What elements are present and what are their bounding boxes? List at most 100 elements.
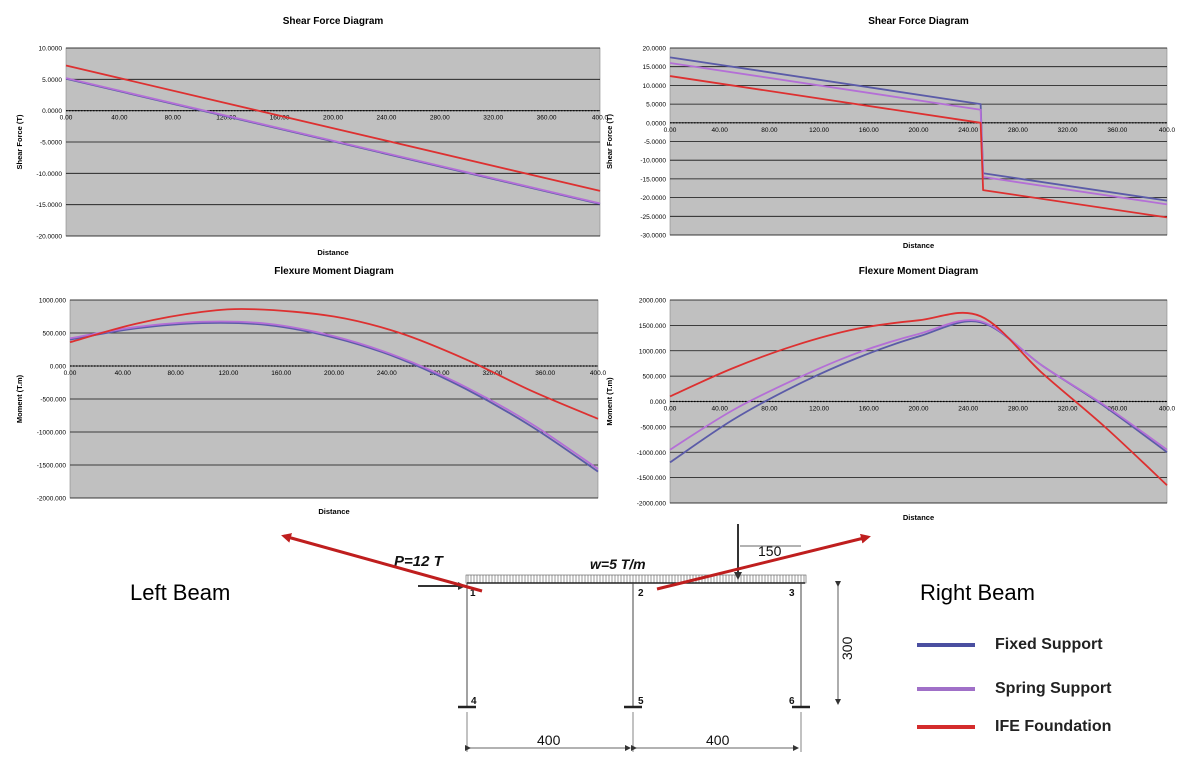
x-tick-label: 320.00	[482, 370, 502, 377]
x-tick-label: 320.00	[483, 115, 503, 122]
y-tick-label: -2000.000	[37, 496, 67, 503]
dim-left-span-label: 400	[537, 732, 561, 748]
y-tick-label: -30.0000	[640, 233, 666, 240]
x-tick-label: 80.00	[761, 127, 778, 134]
chart-svg: Flexure Moment Diagram 1000.000 500.000 0.0…	[15, 266, 607, 516]
x-tick-label: 280.00	[1008, 127, 1028, 134]
y-tick-label: -10.0000	[36, 171, 62, 178]
y-tick-label: -1500.000	[637, 475, 667, 482]
y-tick-label: 1000.000	[39, 298, 66, 305]
x-tick-label: 200.00	[323, 115, 343, 122]
x-tick-label: 40.00	[712, 406, 729, 413]
x-tick-label: 400.0	[590, 370, 607, 377]
y-tick-label: 0.000	[50, 364, 67, 371]
series-line-ife	[669, 311, 1168, 486]
node-4: 4	[471, 696, 477, 707]
x-tick-label: 200.00	[909, 406, 929, 413]
legend-swatch-spring	[917, 687, 975, 691]
x-tick-label: 200.00	[909, 127, 929, 134]
x-tick-label: 40.00	[712, 127, 729, 134]
x-tick-label: 0.00	[60, 115, 73, 122]
x-tick-label: 280.00	[430, 115, 450, 122]
x-tick-label: 120.00	[809, 127, 829, 134]
legend-label-fixed: Fixed Support	[995, 636, 1103, 653]
chart-title: Shear Force Diagram	[283, 16, 384, 27]
node-1: 1	[470, 588, 476, 599]
right-beam-label: Right Beam	[920, 580, 1035, 605]
x-tick-label: 240.00	[377, 370, 397, 377]
y-tick-label: 2000.000	[639, 298, 666, 305]
legend-label-spring: Spring Support	[995, 680, 1112, 697]
legend-item-fixed: Fixed Support	[917, 634, 1103, 656]
x-axis-label: Distance	[903, 241, 934, 250]
x-tick-label: 0.00	[64, 370, 77, 377]
y-axis-label: Shear Force (T)	[15, 114, 24, 170]
y-tick-label: -15.0000	[36, 202, 62, 209]
x-tick-label: 400.0	[1159, 127, 1176, 134]
dim-right-span-label: 400	[706, 732, 730, 748]
node-5: 5	[638, 696, 644, 707]
legend: Fixed Support Spring Support IFE Foundat…	[905, 610, 1170, 750]
y-tick-label: 5.0000	[646, 102, 666, 109]
y-tick-label: 10.0000	[643, 83, 667, 90]
y-tick-label: 500.000	[643, 374, 667, 381]
series-line-spring	[69, 320, 599, 470]
series-line-ife	[65, 64, 601, 192]
x-axis-label: Distance	[903, 513, 934, 522]
y-tick-label: -20.0000	[640, 195, 666, 202]
y-tick-label: -5.0000	[40, 140, 62, 147]
x-axis-label: Distance	[317, 248, 348, 257]
x-tick-label: 160.00	[859, 406, 879, 413]
chart-title: Shear Force Diagram	[868, 16, 969, 27]
dim-height-label: 300	[839, 636, 855, 660]
y-tick-label: 0.0000	[646, 120, 666, 127]
y-axis-label: Moment (T.m)	[605, 377, 614, 426]
x-tick-label: 240.00	[376, 115, 396, 122]
y-tick-label: -1000.000	[637, 450, 667, 457]
y-tick-label: 0.0000	[42, 108, 62, 115]
x-tick-label: 240.00	[958, 406, 978, 413]
shear-force-chart-left: Shear Force Diagram 10.0000 5.0000 0.0000 -5…	[0, 8, 610, 258]
x-tick-label: 280.00	[1008, 406, 1028, 413]
legend-swatch-ife	[917, 725, 975, 729]
legend-item-ife: IFE Foundation	[917, 716, 1111, 738]
distributed-load-hatch	[465, 574, 807, 584]
x-tick-label: 120.00	[216, 115, 236, 122]
x-axis-label: Distance	[318, 507, 349, 516]
y-tick-label: -500.000	[40, 397, 66, 404]
node-3: 3	[789, 588, 795, 599]
series-line-spring	[65, 77, 601, 205]
moment-chart-right: Flexure Moment Diagram 2000.000 1500.000 10…	[590, 262, 1190, 524]
x-tick-label: 160.00	[859, 127, 879, 134]
x-tick-label: 360.00	[535, 370, 555, 377]
dim-150-label: 150	[758, 543, 782, 559]
y-tick-label: -20.0000	[36, 234, 62, 241]
y-tick-label: -5.0000	[644, 139, 666, 146]
y-tick-label: 1500.000	[639, 323, 666, 330]
node-2: 2	[638, 588, 644, 599]
y-tick-label: 10.0000	[39, 46, 63, 53]
chart-svg: Shear Force Diagram 20.0000 15.0000 10.0000…	[605, 16, 1176, 250]
x-tick-label: 360.00	[537, 115, 557, 122]
x-tick-label: 160.00	[271, 370, 291, 377]
series-line-fixed	[69, 321, 599, 473]
series-line-ife	[669, 75, 1168, 219]
x-tick-label: 400.0	[592, 115, 609, 122]
x-tick-label: 240.00	[958, 127, 978, 134]
y-axis-label: Moment (T.m)	[15, 374, 24, 423]
y-tick-label: -10.0000	[640, 158, 666, 165]
x-tick-label: 160.00	[270, 115, 290, 122]
shear-force-chart-right: Shear Force Diagram 20.0000 15.0000 10.0000…	[590, 8, 1190, 258]
x-tick-label: 40.00	[111, 115, 128, 122]
y-tick-label: 15.0000	[643, 64, 667, 71]
y-axis-label: Shear Force (T)	[605, 113, 614, 169]
x-tick-label: 80.00	[165, 115, 182, 122]
y-tick-label: -1000.000	[37, 430, 67, 437]
y-tick-label: 500.000	[43, 331, 67, 338]
x-tick-label: 400.0	[1159, 406, 1176, 413]
x-tick-label: 80.00	[167, 370, 184, 377]
x-tick-label: 360.00	[1107, 127, 1127, 134]
y-tick-label: -1500.000	[37, 463, 67, 470]
load-p-label: P=12 T	[394, 553, 445, 570]
